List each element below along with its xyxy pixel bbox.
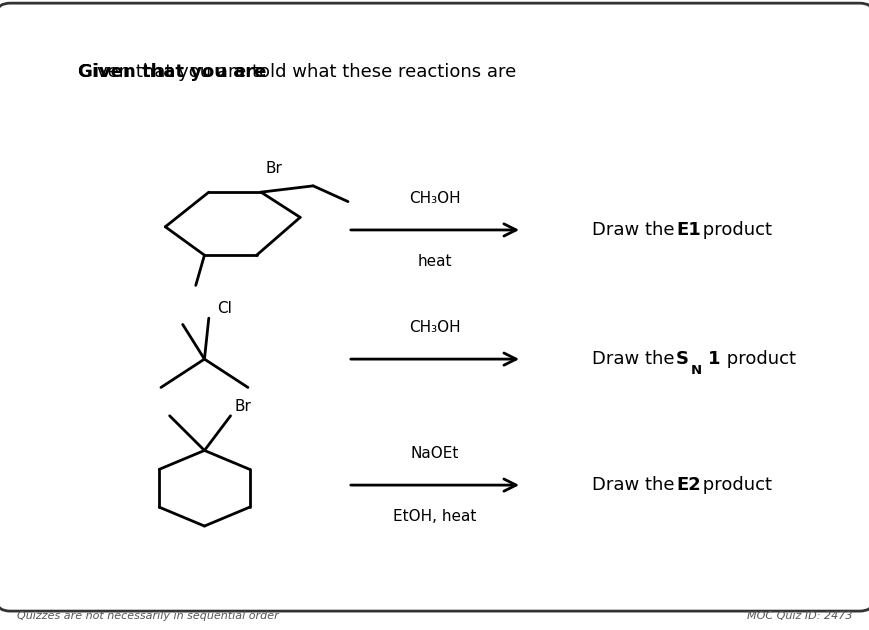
Text: product: product	[696, 476, 771, 494]
Text: Given that you are told what these reactions are: Given that you are told what these react…	[78, 64, 516, 81]
Text: Draw the: Draw the	[591, 476, 679, 494]
Text: Given that you are: Given that you are	[78, 64, 267, 81]
Text: Br: Br	[235, 399, 251, 414]
Text: 1: 1	[707, 350, 720, 368]
Text: N: N	[690, 364, 701, 377]
Text: Quizzes are not necessarily in sequential order: Quizzes are not necessarily in sequentia…	[17, 611, 279, 621]
Text: Draw the: Draw the	[591, 350, 679, 368]
Text: Draw the: Draw the	[591, 221, 679, 239]
Text: CH₃OH: CH₃OH	[408, 191, 461, 206]
Text: EtOH, heat: EtOH, heat	[393, 509, 476, 524]
Text: NaOEt: NaOEt	[410, 446, 459, 461]
Text: Br: Br	[265, 161, 282, 176]
Text: S: S	[675, 350, 688, 368]
Text: MOC Quiz ID: 2473: MOC Quiz ID: 2473	[746, 611, 852, 621]
Text: heat: heat	[417, 254, 452, 269]
Text: product: product	[696, 221, 771, 239]
Text: E2: E2	[675, 476, 700, 494]
Text: CH₃OH: CH₃OH	[408, 320, 461, 335]
Text: E1: E1	[675, 221, 700, 239]
FancyBboxPatch shape	[0, 3, 869, 611]
Text: Cl: Cl	[217, 301, 232, 316]
Text: product: product	[720, 350, 795, 368]
